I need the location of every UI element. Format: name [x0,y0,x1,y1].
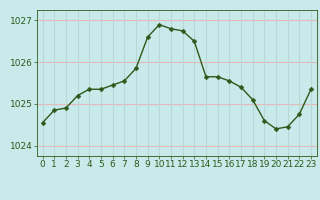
Text: Graphe pression niveau de la mer (hPa): Graphe pression niveau de la mer (hPa) [32,181,288,192]
